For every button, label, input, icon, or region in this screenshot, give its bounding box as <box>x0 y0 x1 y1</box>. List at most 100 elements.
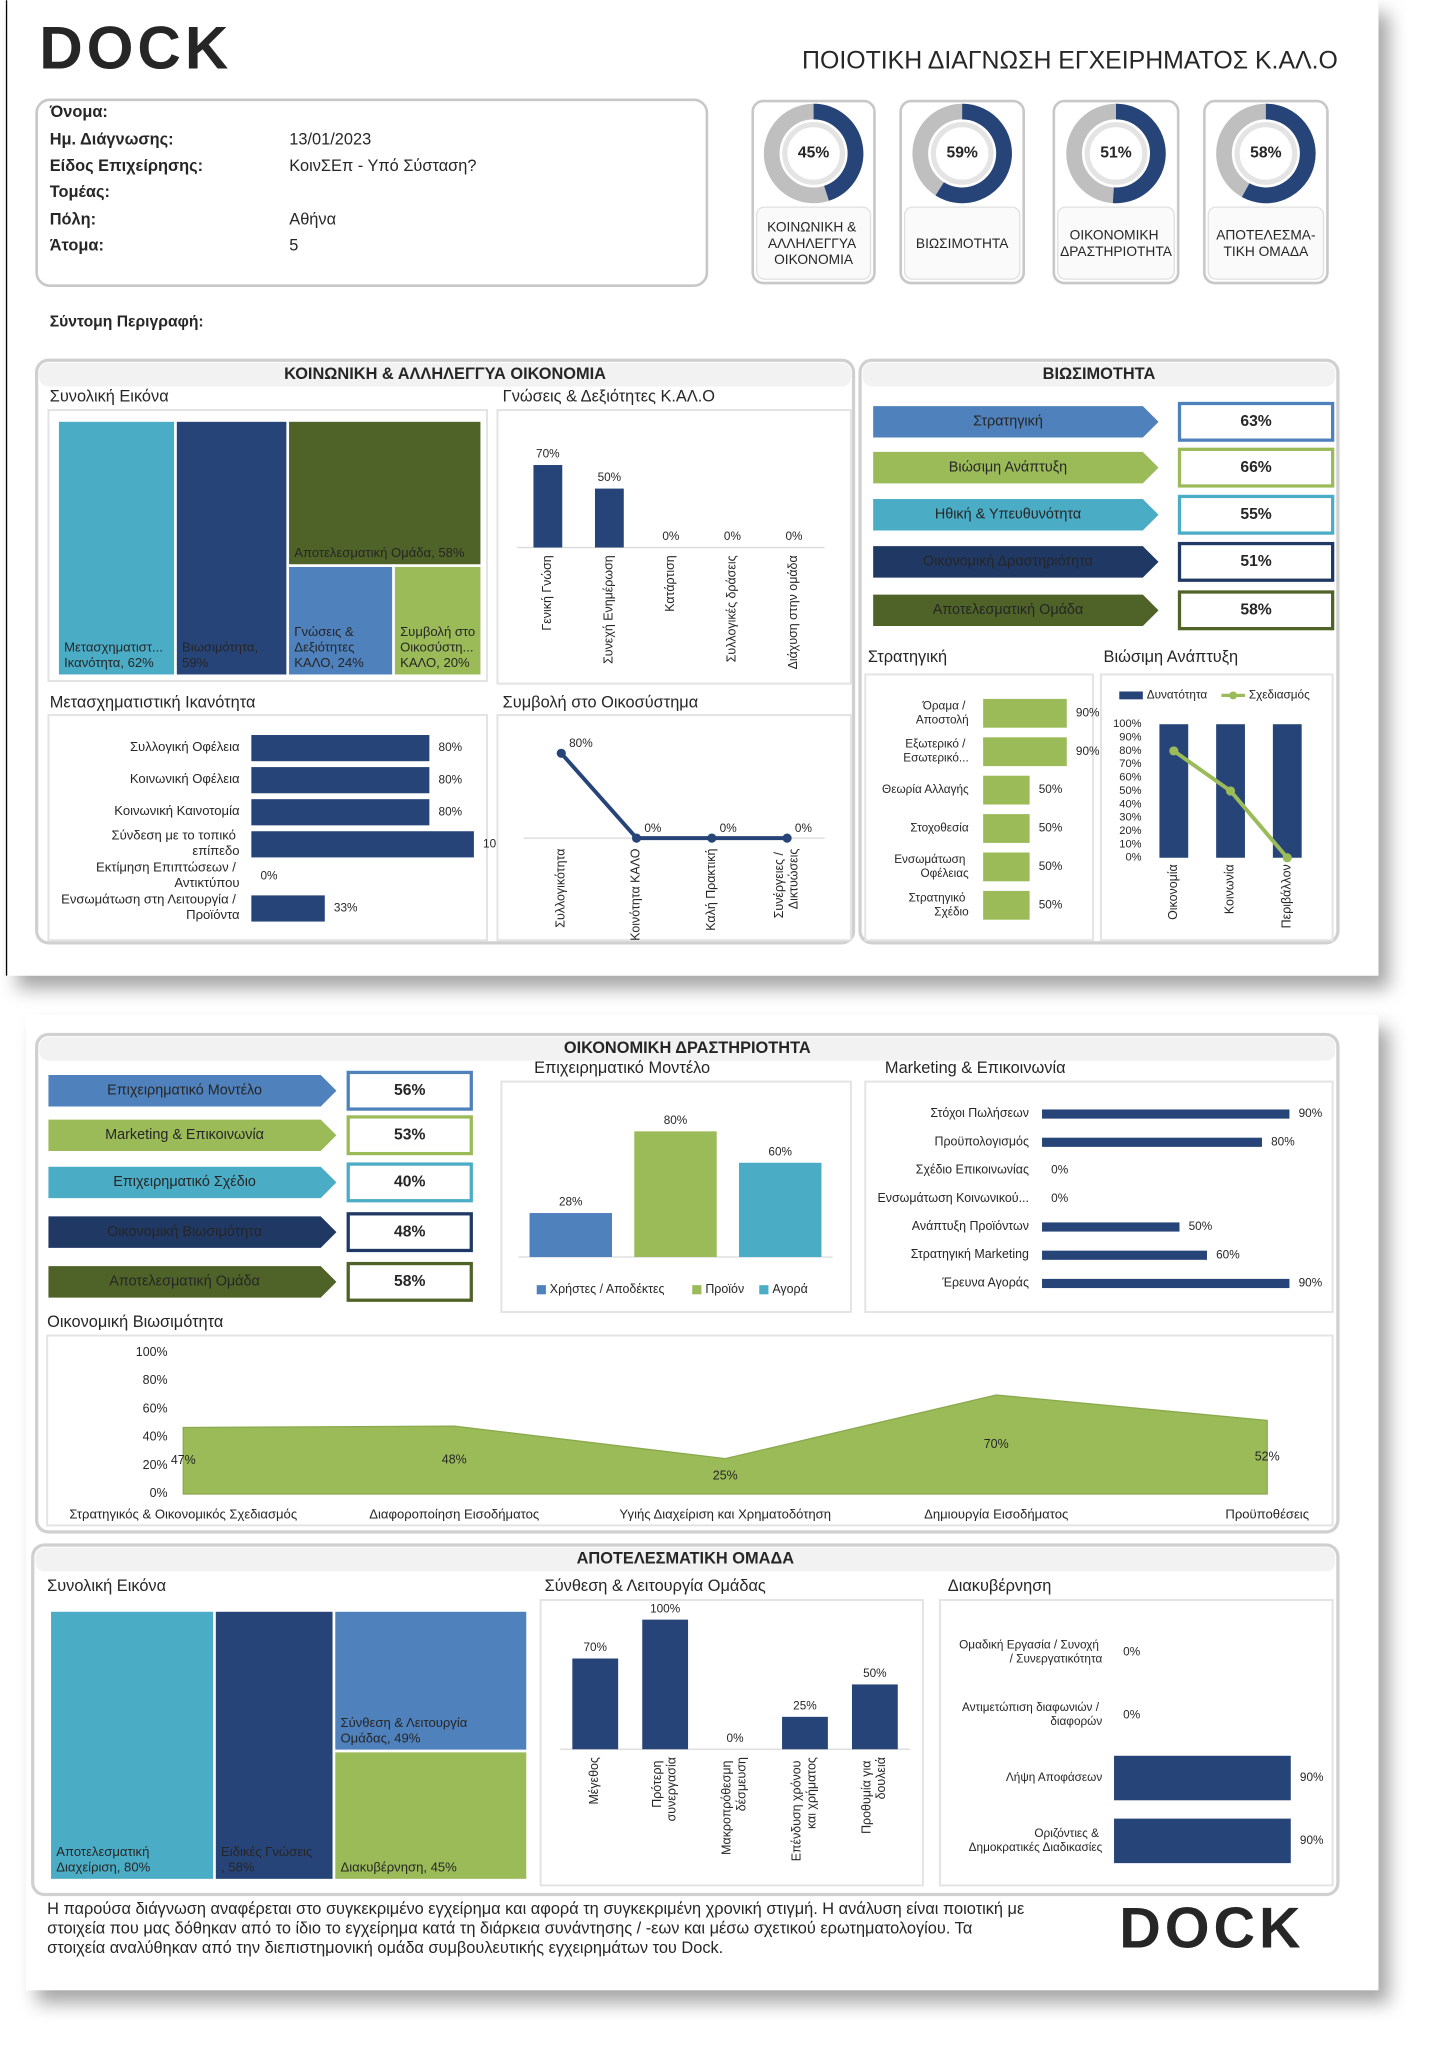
text-line: Στοχοθεσία <box>910 822 968 835</box>
info-value: 5 <box>289 237 298 255</box>
category-label: Λήψη Αποφάσεων <box>1006 1771 1102 1784</box>
text-line: Αποτελεσματική Ομάδα, 58% <box>294 545 465 560</box>
kpi-arrow <box>48 1216 337 1248</box>
chart-title: Συνολική Εικόνα <box>50 387 169 405</box>
x-tick-label: Πρότερη συνεργασία <box>650 1757 679 1821</box>
category-label: Ανάπτυξη Προϊόντων <box>912 1219 1029 1233</box>
bar <box>1042 1109 1290 1119</box>
text-line: Στόχοι Πωλήσεων <box>930 1106 1029 1120</box>
category-label: Κοινωνική Οφέλεια <box>130 772 240 787</box>
treemap-tile <box>286 419 484 567</box>
text-line: ΟΙΚΟΝΟΜΙΑ <box>774 252 854 267</box>
text-line: στοιχεία αναλύθηκαν από την διεπιστημονι… <box>47 1939 723 1957</box>
text-line: Σχέδιο <box>934 905 969 918</box>
treemap-tile <box>392 564 484 678</box>
text-line: Συνέργειες / <box>772 849 786 919</box>
category-label: Όραμα / Αποστολή <box>916 699 969 726</box>
section-header <box>39 1037 1336 1061</box>
text-line: Λήψη Αποφάσεων <box>1006 1771 1102 1784</box>
bar <box>1114 1755 1291 1801</box>
gauge-label: ΒΙΩΣΙΜΟΤΗΤΑ <box>916 235 1009 250</box>
bar <box>983 698 1067 728</box>
value-label: 80% <box>1271 1135 1295 1148</box>
gauge-label-box <box>756 206 872 280</box>
section-header <box>39 362 851 387</box>
bar <box>983 775 1030 805</box>
area <box>182 1394 1268 1495</box>
x-tick-label: Περιβάλλον <box>1280 864 1294 928</box>
info-label: Όνομα: <box>49 103 108 121</box>
value-label: 60% <box>768 1145 792 1158</box>
text-line: Εσωτερικό... <box>903 752 968 765</box>
gauge-arc <box>1241 103 1316 204</box>
chart-title: Μετασχηματιστική Ικανότητα <box>50 694 256 712</box>
text-line: ΟΙΚΟΝΟΜΙΚΗ <box>1070 227 1163 242</box>
text-line: Οικοσύστη... <box>400 640 477 655</box>
chart-frame <box>496 714 852 942</box>
treemap-label: Αποτελεσματική Διαχείριση, 80% <box>56 1844 153 1874</box>
text-line: Ομαδική Εργασία / Συνοχή <box>959 1639 1102 1652</box>
value-label: 0% <box>1123 1645 1141 1658</box>
text-line: Μέγεθος <box>588 1757 602 1804</box>
gauge-label-box <box>1057 206 1175 280</box>
treemap-tile <box>213 1609 336 1882</box>
gauge-center <box>930 122 994 185</box>
value-label: 70% <box>536 448 560 461</box>
y-tick-label: 60% <box>143 1401 168 1415</box>
text-line: Βιωσιμότητα, <box>182 640 262 655</box>
value-label: 90% <box>1300 1771 1324 1784</box>
gauge-label: ΟΙΚΟΝΟΜΙΚΗ ΔΡΑΣΤΗΡΙΟΤΗΤΑ <box>1060 227 1173 258</box>
chart-title: Marketing & Επικοινωνία <box>885 1059 1066 1077</box>
text-line: ΑΛΛΗΛΕΓΓΥΑ <box>768 235 859 250</box>
gauge-center <box>782 122 846 185</box>
text-line: Ικανότητα, 62% <box>64 655 154 670</box>
text-line: Αντιμετώπιση διαφωνιών / <box>962 1701 1102 1714</box>
value-label: 80% <box>664 1114 688 1127</box>
bar <box>572 1658 619 1750</box>
y-tick-label: 90% <box>1119 732 1141 744</box>
x-tick-label: Δημιουργία Εισοδήματος <box>924 1506 1068 1521</box>
text-line: Δικτυώσεις <box>787 849 801 910</box>
kpi-value: 58% <box>394 1273 425 1290</box>
treemap-label: Συμβολή στο Οικοσύστη... ΚΑΛΟ, 20% <box>400 625 479 671</box>
category-label: Στόχοι Πωλήσεων <box>930 1106 1029 1120</box>
text-line: Ενσωμάτωση <box>894 853 969 866</box>
kpi-arrow <box>48 1119 337 1151</box>
info-value: 13/01/2023 <box>289 131 371 149</box>
legend-dot <box>1229 691 1238 700</box>
category-label: Θεωρία Αλλαγής <box>882 783 969 796</box>
y-tick-label: 100% <box>136 1345 168 1359</box>
kpi-arrow <box>873 406 1159 438</box>
text-line: ΚΑΛΟ, 20% <box>400 655 470 670</box>
text-line: Σύνδεση με το τοπικό <box>112 828 240 843</box>
value-label: 0% <box>261 870 279 883</box>
x-tick-label: Κοινωνία <box>1223 864 1237 914</box>
text-line: Επένδυση χρόνου <box>790 1757 804 1861</box>
text-line: Στρατηγική Marketing <box>911 1248 1029 1262</box>
treemap-tile <box>332 1749 529 1882</box>
line <box>559 751 788 841</box>
kpi-box <box>1177 494 1335 535</box>
value-label: 50% <box>1039 822 1063 835</box>
section-header <box>35 1547 1336 1572</box>
value-label: 50% <box>1039 783 1063 796</box>
x-tick-label: Οικονομία <box>1166 864 1180 920</box>
info-label: Είδος Επιχείρησης: <box>50 157 203 175</box>
info-label: Πόλη: <box>50 211 96 229</box>
x-tick-label: Διάχυση στην ομάδα <box>786 555 800 669</box>
text-line: Αντικτύπου <box>174 876 239 891</box>
kpi-arrow <box>873 546 1159 578</box>
x-tick-label: Συνέργειες / Δικτυώσεις <box>772 849 801 919</box>
text-line: ΚΑΛΟ, 24% <box>294 655 364 670</box>
text-line: Προθυμία για <box>860 1757 874 1834</box>
text-line: ΚΟΙΝΩΝΙΚΗ & <box>767 219 860 234</box>
kpi-label: Οικονομική Δραστηριότητα <box>923 554 1093 570</box>
kpi-box <box>346 1261 473 1302</box>
kpi-value: 48% <box>394 1223 425 1240</box>
kpi-box <box>346 1212 473 1253</box>
kpi-value: 53% <box>394 1126 425 1143</box>
kpi-value: 40% <box>394 1174 425 1191</box>
gauge-arc <box>935 103 1012 204</box>
bar <box>642 1619 689 1750</box>
